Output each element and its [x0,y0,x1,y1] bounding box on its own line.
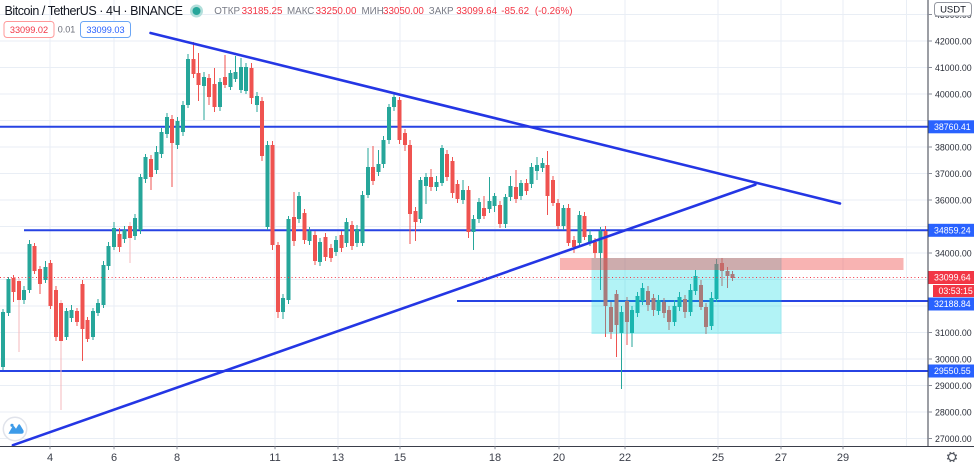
svg-text:28000.00: 28000.00 [935,408,972,418]
svg-text:34000.00: 34000.00 [935,249,972,259]
svg-text:0.01: 0.01 [58,25,76,35]
svg-text:34859.24: 34859.24 [934,226,971,236]
svg-text:33099.02: 33099.02 [10,25,48,35]
svg-text:33185.25: 33185.25 [242,6,283,17]
svg-text:Bitcoin / TetherUS · 4Ч · BINA: Bitcoin / TetherUS · 4Ч · BINANCE [5,4,183,18]
svg-text:(-0.26%): (-0.26%) [535,6,573,17]
svg-text:18: 18 [489,452,501,464]
svg-text:33250.00: 33250.00 [316,6,357,17]
svg-text:4: 4 [47,452,53,464]
svg-text:03:53:15: 03:53:15 [939,286,973,296]
svg-text:6: 6 [111,452,117,464]
svg-text:38000.00: 38000.00 [935,143,972,153]
svg-text:МАКС: МАКС [287,6,314,17]
svg-text:29000.00: 29000.00 [935,381,972,391]
svg-text:15: 15 [394,452,406,464]
svg-text:30000.00: 30000.00 [935,355,972,365]
svg-text:ЗАКР: ЗАКР [429,6,454,17]
svg-text:11: 11 [269,452,280,464]
svg-text:27000.00: 27000.00 [935,434,972,444]
svg-text:31000.00: 31000.00 [935,328,972,338]
svg-text:36000.00: 36000.00 [935,196,972,206]
svg-text:13: 13 [332,452,344,464]
svg-text:33099.03: 33099.03 [86,25,124,35]
svg-text:25: 25 [712,452,724,464]
svg-text:33050.00: 33050.00 [383,6,424,17]
svg-text:22: 22 [619,452,631,464]
svg-text:41000.00: 41000.00 [935,63,972,73]
svg-text:33099.64: 33099.64 [456,6,497,17]
svg-text:40000.00: 40000.00 [935,90,972,100]
svg-text:20: 20 [553,452,565,464]
svg-text:ОТКР: ОТКР [214,6,240,17]
svg-text:МИН: МИН [362,6,384,17]
svg-text:-85.62: -85.62 [501,6,529,17]
svg-text:37000.00: 37000.00 [935,169,972,179]
svg-text:29550.55: 29550.55 [934,366,971,376]
svg-text:29: 29 [837,452,849,464]
svg-text:USDT: USDT [940,5,966,16]
svg-text:27: 27 [775,452,787,464]
svg-text:42000.00: 42000.00 [935,37,972,47]
svg-text:33099.64: 33099.64 [934,273,971,283]
svg-text:32188.84: 32188.84 [934,299,971,309]
svg-text:38760.41: 38760.41 [934,122,971,132]
svg-text:8: 8 [174,452,180,464]
